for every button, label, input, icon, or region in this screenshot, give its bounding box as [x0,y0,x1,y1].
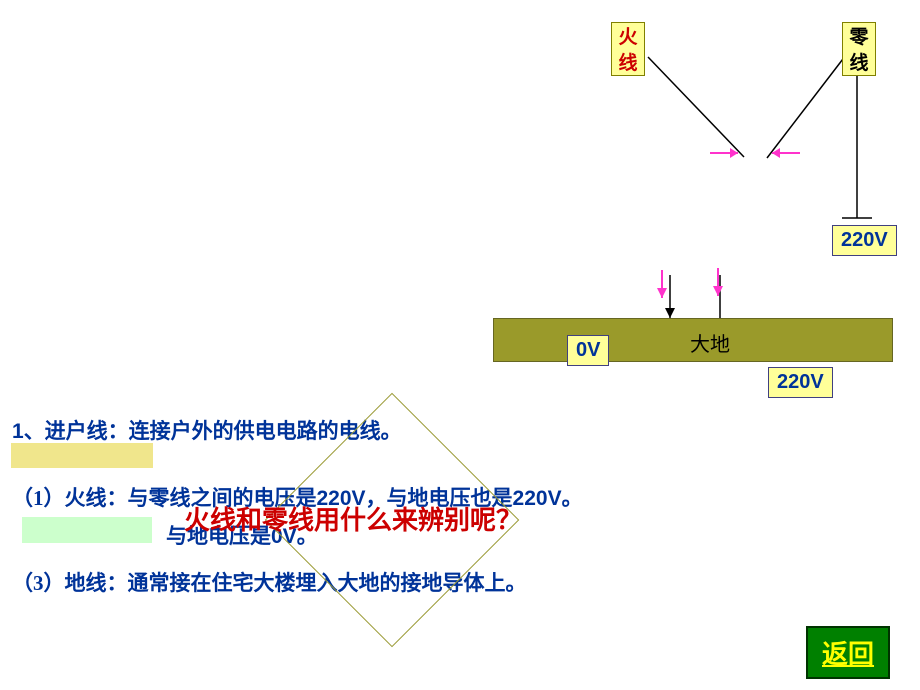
voltage-220v-right: 220V [832,225,897,256]
live-wire-label: 火线 [611,22,645,76]
return-button[interactable]: 返回 [806,626,890,679]
ground-label: 大地 [690,328,730,357]
neutral-wire-label: 零线 [842,22,876,76]
voltage-220v-bottom: 220V [768,367,833,398]
live-wire-text: 火线 [618,27,637,74]
highlight-yellow [11,443,153,468]
neutral-wire-text: 零线 [849,27,868,74]
question-text: 火线和零线用什么来辨别呢？ [184,500,522,537]
voltage-0v: 0V [567,335,609,366]
highlight-green [22,517,152,543]
